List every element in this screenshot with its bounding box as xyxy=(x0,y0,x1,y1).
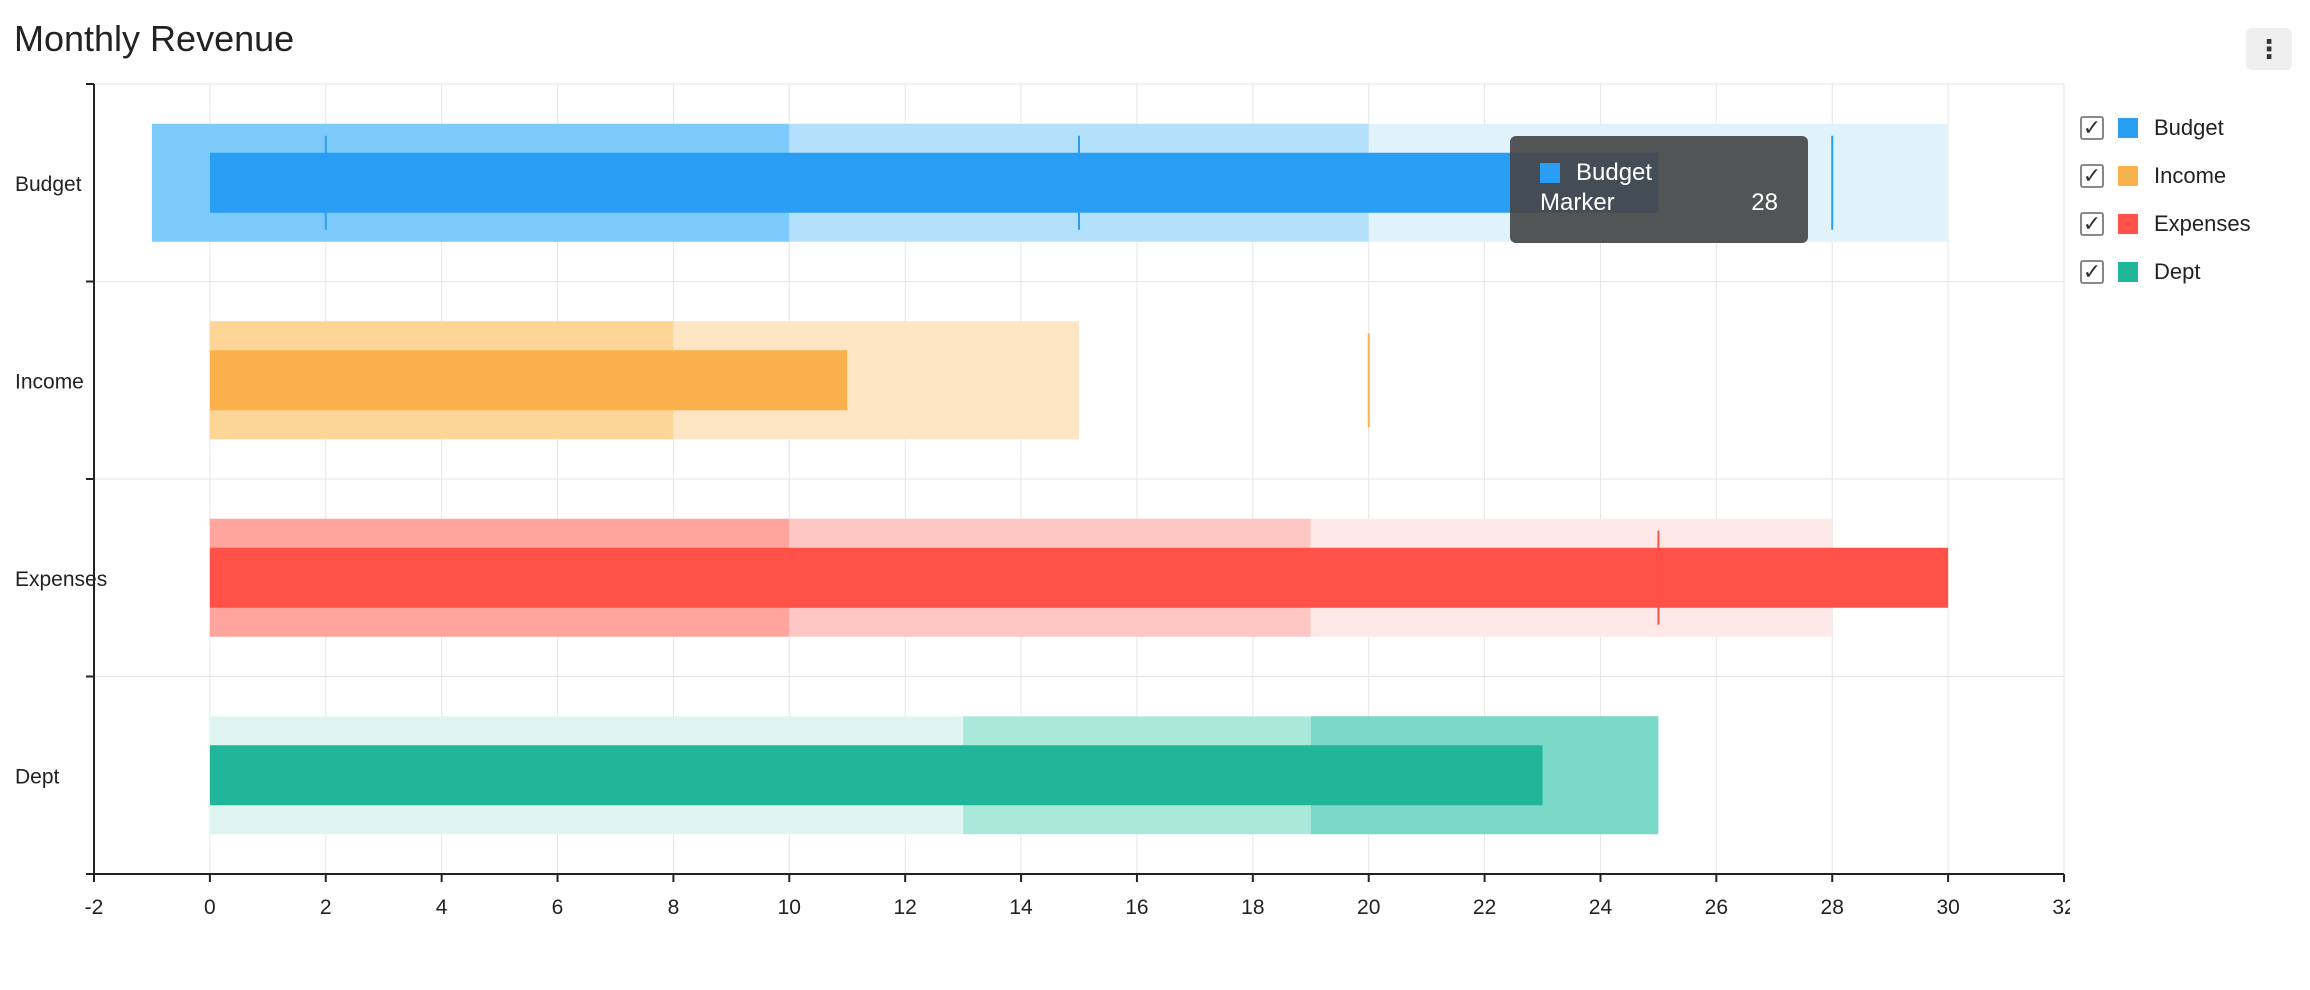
chart-title: Monthly Revenue xyxy=(14,18,295,59)
x-tick-label: 28 xyxy=(1821,896,1844,919)
x-tick-label: 22 xyxy=(1473,896,1496,919)
category-label: Dept xyxy=(15,765,60,788)
legend-item-expenses[interactable]: ✓ Expenses xyxy=(2080,200,2290,248)
category-label: Budget xyxy=(15,173,82,196)
more-options-button[interactable]: ⋮ xyxy=(2246,28,2292,70)
checkbox-icon[interactable]: ✓ xyxy=(2080,116,2104,140)
category-label: Expenses xyxy=(15,568,107,591)
x-tick-label: 32 xyxy=(2052,896,2070,919)
legend-label: Expenses xyxy=(2154,211,2251,236)
legend-swatch xyxy=(2118,166,2138,186)
x-tick-label: 16 xyxy=(1125,896,1148,919)
tooltip-label: Marker xyxy=(1540,189,1615,216)
x-tick-label: -2 xyxy=(85,896,104,919)
checkbox-icon[interactable]: ✓ xyxy=(2080,212,2104,236)
x-tick-label: 4 xyxy=(436,896,448,919)
tooltip-value: 28 xyxy=(1751,189,1778,216)
x-tick-label: 8 xyxy=(668,896,680,919)
tooltip-series: Budget xyxy=(1576,159,1653,186)
legend-item-income[interactable]: ✓ Income xyxy=(2080,152,2290,200)
legend-swatch xyxy=(2118,262,2138,282)
legend-item-dept[interactable]: ✓ Dept xyxy=(2080,248,2290,296)
x-tick-label: 18 xyxy=(1241,896,1264,919)
checkbox-icon[interactable]: ✓ xyxy=(2080,164,2104,188)
bullet-bar xyxy=(209,745,1543,806)
tooltip-swatch xyxy=(1540,163,1560,183)
legend-item-budget[interactable]: ✓ Budget xyxy=(2080,104,2290,152)
legend-label: Income xyxy=(2154,163,2227,188)
bullet-bar xyxy=(209,350,848,411)
x-tick-label: 10 xyxy=(778,896,801,919)
checkbox-icon[interactable]: ✓ xyxy=(2080,260,2104,284)
more-vertical-icon: ⋮ xyxy=(2256,33,2282,64)
x-tick-label: 20 xyxy=(1357,896,1380,919)
legend-label: Budget xyxy=(2154,115,2224,140)
bullet-bar xyxy=(209,152,1659,213)
x-tick-label: 26 xyxy=(1705,896,1728,919)
x-tick-label: 14 xyxy=(1009,896,1033,919)
tooltip: Budget Marker 28 xyxy=(1510,136,1808,243)
legend: ✓ Budget ✓ Income ✓ Expenses ✓ Dept xyxy=(2080,104,2290,296)
x-tick-label: 12 xyxy=(893,896,916,919)
x-tick-label: 24 xyxy=(1589,896,1613,919)
x-tick-label: 0 xyxy=(204,896,216,919)
legend-swatch xyxy=(2118,214,2138,234)
x-tick-label: 30 xyxy=(1936,896,1959,919)
bullet-bar xyxy=(209,547,1949,608)
category-label: Income xyxy=(15,370,84,393)
x-tick-label: 6 xyxy=(552,896,564,919)
legend-swatch xyxy=(2118,118,2138,138)
x-tick-label: 2 xyxy=(320,896,332,919)
legend-label: Dept xyxy=(2154,259,2201,284)
